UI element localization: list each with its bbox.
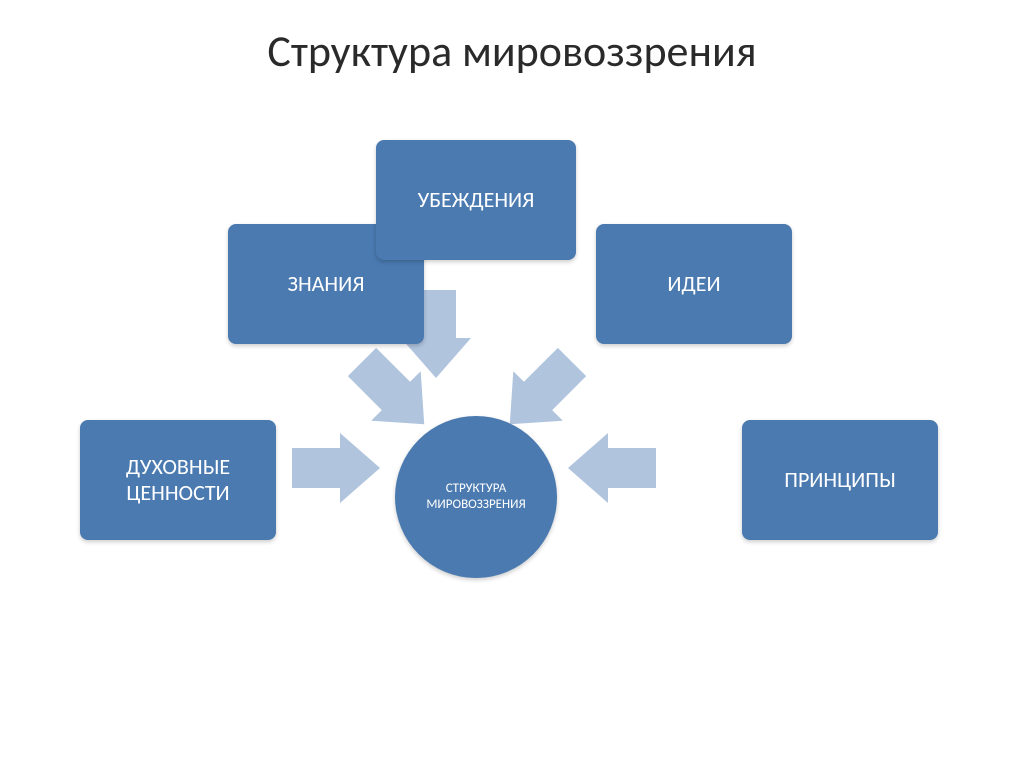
- node-beliefs: УБЕЖДЕНИЯ: [376, 140, 576, 260]
- page-title: Структура мировоззрения: [0, 24, 1024, 78]
- arrows-layer: [0, 0, 1024, 767]
- arrow-principles: [568, 433, 656, 503]
- node-principles: ПРИНЦИПЫ: [742, 420, 938, 540]
- diagram-stage: Структура мировоззрения СТРУКТУРА МИРОВО…: [0, 0, 1024, 767]
- node-ideas: ИДЕИ: [596, 224, 792, 344]
- center-node: СТРУКТУРА МИРОВОЗЗРЕНИЯ: [395, 416, 557, 578]
- arrow-spiritual: [292, 433, 380, 503]
- node-spiritual: ДУХОВНЫЕ ЦЕННОСТИ: [80, 420, 276, 540]
